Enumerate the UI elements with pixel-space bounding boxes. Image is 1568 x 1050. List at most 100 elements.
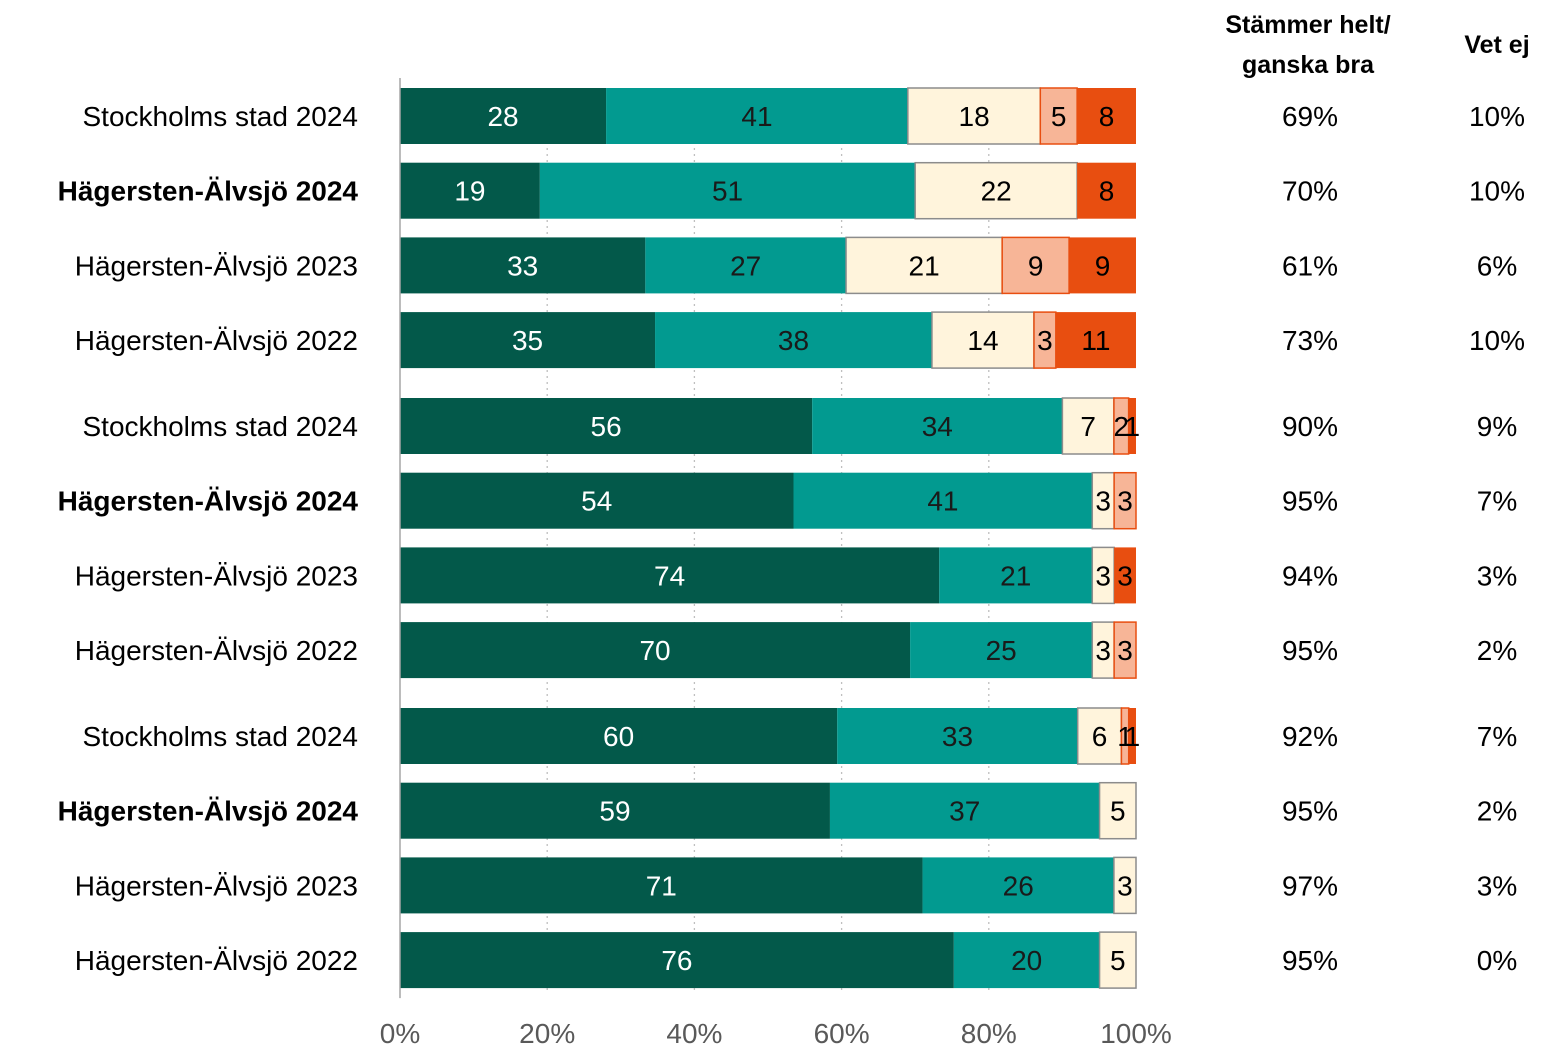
agree-percentage: 95% xyxy=(1282,945,1338,976)
dont-know-percentage: 7% xyxy=(1477,486,1517,517)
bar-value-label: 9 xyxy=(1028,250,1044,281)
bar-segment xyxy=(400,857,923,914)
row-label: Hägersten-Älvsjö 2024 xyxy=(58,796,359,827)
bar-value-label: 3 xyxy=(1117,635,1133,666)
summary-columns: Stämmer helt/ ganska bra Vet ej 69% 10% 70… xyxy=(1225,11,1529,976)
row-label: Hägersten-Älvsjö 2022 xyxy=(75,325,358,356)
bar-segment xyxy=(645,237,847,294)
bar-value-label: 60 xyxy=(603,721,634,752)
row-label: Stockholms stad 2024 xyxy=(83,411,359,442)
bar-segment xyxy=(400,547,940,604)
bar-value-label: 76 xyxy=(661,945,692,976)
bar-segment xyxy=(812,398,1063,454)
bar-segment xyxy=(1039,87,1078,145)
bar-segment xyxy=(1128,398,1136,454)
bar-value-label: 74 xyxy=(654,560,685,591)
dont-know-percentage: 2% xyxy=(1477,635,1517,666)
row-label: Stockholms stad 2024 xyxy=(83,721,359,752)
bar-segment xyxy=(400,312,656,369)
bar-segment xyxy=(400,782,830,839)
col-header-agree-line2: ganska bra xyxy=(1242,51,1375,79)
bar-value-label: 6 xyxy=(1092,721,1108,752)
agree-percentage: 73% xyxy=(1282,325,1338,356)
bar-value-label: 25 xyxy=(986,635,1017,666)
bar-value-label: 3 xyxy=(1095,635,1111,666)
bar-segment xyxy=(400,88,607,144)
bar-segment xyxy=(829,782,1100,839)
bar-value-label: 21 xyxy=(909,250,940,281)
bar-segment xyxy=(1114,547,1136,604)
dont-know-percentage: 7% xyxy=(1477,721,1517,752)
bar-segment xyxy=(922,857,1114,914)
bar-segment xyxy=(1077,162,1136,219)
bar-segment xyxy=(1098,781,1137,840)
bar-segment xyxy=(539,162,916,219)
dont-know-percentage: 10% xyxy=(1469,101,1525,132)
bar-segment xyxy=(400,237,646,294)
x-tick-label: 80% xyxy=(961,1018,1017,1049)
bar-value-label: 59 xyxy=(599,796,630,827)
row-label: Hägersten-Älvsjö 2022 xyxy=(75,635,358,666)
row-label: Hägersten-Älvsjö 2023 xyxy=(75,250,358,281)
agree-percentage: 92% xyxy=(1282,721,1338,752)
bar-segment xyxy=(1113,471,1137,530)
bar-value-label: 34 xyxy=(922,411,953,442)
bar-segment xyxy=(400,708,838,764)
bar-value-label: 21 xyxy=(1000,560,1031,591)
agree-percentage: 97% xyxy=(1282,870,1338,901)
dont-know-percentage: 0% xyxy=(1477,945,1517,976)
bar-value-label: 8 xyxy=(1099,101,1115,132)
bar-segment xyxy=(837,708,1078,764)
bar-value-label: 5 xyxy=(1110,796,1126,827)
bar-segment xyxy=(953,932,1100,989)
bar-segment xyxy=(910,622,1093,679)
bar-segment xyxy=(845,236,1003,295)
bar-segment xyxy=(1069,237,1136,294)
bar-value-label: 33 xyxy=(942,721,973,752)
bar-segment xyxy=(1055,312,1136,369)
bar-value-label: 2 xyxy=(1113,411,1129,442)
dont-know-percentage: 10% xyxy=(1469,176,1525,207)
bar-segment xyxy=(907,87,1042,145)
bar-segment xyxy=(400,622,911,679)
dont-know-percentage: 2% xyxy=(1477,796,1517,827)
bar-value-label: 35 xyxy=(512,325,543,356)
bar-segment xyxy=(939,547,1093,604)
bar-value-label: 9 xyxy=(1095,250,1111,281)
row-label: Hägersten-Älvsjö 2023 xyxy=(75,560,358,591)
x-tick-label: 100% xyxy=(1100,1018,1172,1049)
col-header-dont-know: Vet ej xyxy=(1464,31,1529,59)
agree-percentage: 61% xyxy=(1282,250,1338,281)
bar-value-label: 54 xyxy=(581,486,612,517)
bar-value-label: 38 xyxy=(778,325,809,356)
bar-segment xyxy=(400,162,540,219)
agree-percentage: 95% xyxy=(1282,486,1338,517)
bar-value-label: 11 xyxy=(1081,325,1110,356)
bar-segment xyxy=(1061,397,1115,455)
bar-value-label: 3 xyxy=(1117,560,1133,591)
bar-value-label: 37 xyxy=(949,796,980,827)
bar-value-label: 3 xyxy=(1095,486,1111,517)
bar-segment xyxy=(1077,88,1136,144)
bar-value-label: 27 xyxy=(730,250,761,281)
dont-know-percentage: 10% xyxy=(1469,325,1525,356)
agree-percentage: 69% xyxy=(1282,101,1338,132)
row-label: Stockholms stad 2024 xyxy=(83,101,359,132)
bar-segment xyxy=(655,312,932,369)
bar-value-label: 14 xyxy=(967,325,998,356)
bar-value-label: 51 xyxy=(712,176,743,207)
dont-know-percentage: 6% xyxy=(1477,250,1517,281)
bar-value-label: 33 xyxy=(507,250,538,281)
bar-segment xyxy=(606,88,908,144)
bar-segment xyxy=(1001,236,1070,295)
bar-segment xyxy=(1128,708,1136,764)
bar-value-label: 8 xyxy=(1099,176,1115,207)
bar-value-label: 56 xyxy=(591,411,622,442)
bar-segment xyxy=(1076,707,1123,765)
bar-segment xyxy=(400,472,794,529)
row-label: Hägersten-Älvsjö 2023 xyxy=(75,870,358,901)
agree-percentage: 95% xyxy=(1282,796,1338,827)
bar-segment xyxy=(914,161,1078,220)
agree-percentage: 94% xyxy=(1282,560,1338,591)
